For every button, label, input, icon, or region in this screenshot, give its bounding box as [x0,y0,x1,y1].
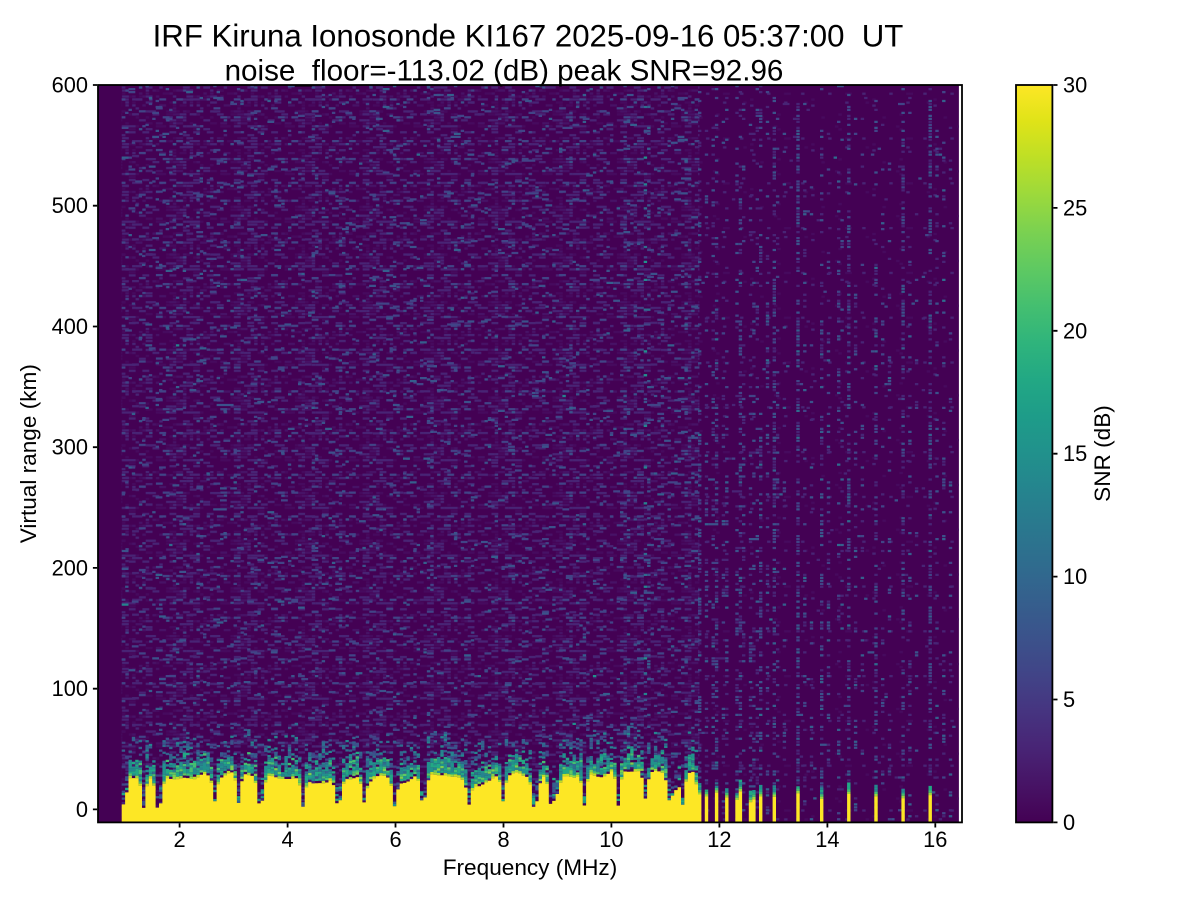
svg-text:14: 14 [815,827,839,852]
svg-text:SNR (dB): SNR (dB) [1090,405,1115,502]
svg-text:5: 5 [1063,687,1075,712]
svg-text:2: 2 [174,827,186,852]
svg-text:15: 15 [1063,441,1087,466]
svg-text:Virtual range (km): Virtual range (km) [16,364,41,543]
svg-text:400: 400 [52,314,88,339]
svg-text:200: 200 [52,555,88,580]
svg-text:IRF Kiruna Ionosonde KI167 202: IRF Kiruna Ionosonde KI167 2025-09-16 05… [153,19,904,54]
svg-text:Frequency (MHz): Frequency (MHz) [443,855,618,880]
svg-text:noise_floor=-113.02 (dB) peak: noise_floor=-113.02 (dB) peak SNR=92.96 [225,55,784,88]
svg-text:300: 300 [52,435,88,460]
svg-text:10: 10 [599,827,623,852]
svg-text:20: 20 [1063,318,1087,343]
svg-text:30: 30 [1063,73,1087,98]
svg-text:600: 600 [52,73,88,98]
svg-text:0: 0 [1063,810,1075,835]
svg-text:0: 0 [76,797,88,822]
svg-text:100: 100 [52,676,88,701]
svg-text:8: 8 [497,827,509,852]
svg-text:10: 10 [1063,564,1087,589]
svg-text:25: 25 [1063,195,1087,220]
svg-text:4: 4 [282,827,294,852]
svg-text:16: 16 [923,827,947,852]
svg-text:12: 12 [707,827,731,852]
svg-text:6: 6 [389,827,401,852]
svg-text:500: 500 [52,193,88,218]
